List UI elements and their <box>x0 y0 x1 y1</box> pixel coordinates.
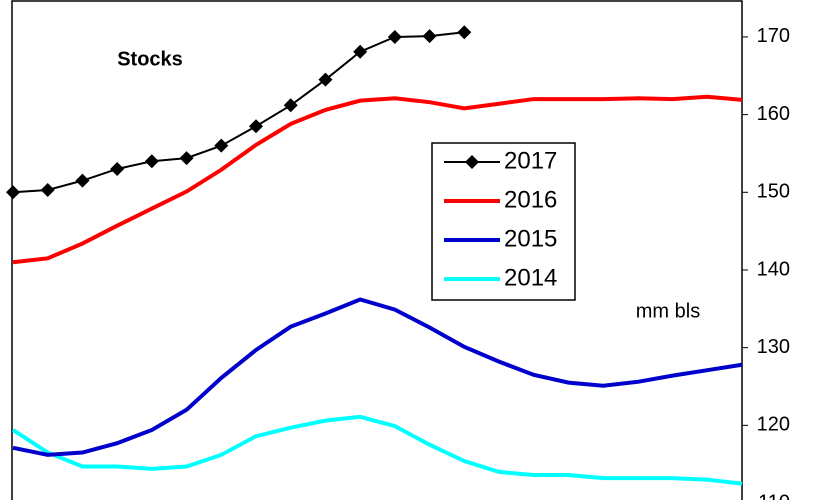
series-marker <box>353 44 368 59</box>
series-marker <box>110 161 125 176</box>
y-tick-label: 130 <box>757 336 790 358</box>
series-marker <box>457 25 472 40</box>
series-marker <box>6 185 20 200</box>
legend-marker <box>465 155 479 169</box>
series-marker <box>422 29 437 44</box>
legend-label: 2015 <box>504 225 557 252</box>
y-tick-label: 170 <box>757 25 790 47</box>
series-line <box>12 297 743 457</box>
plot-frame <box>11 0 743 500</box>
legend-label: 2017 <box>504 147 557 174</box>
series-marker <box>387 29 402 44</box>
y-tick-label: 140 <box>757 258 790 280</box>
legend-label: 2014 <box>504 264 557 291</box>
series-marker <box>214 138 229 153</box>
series-marker <box>144 154 159 169</box>
y-axis-label: mm bls <box>636 300 700 322</box>
series-marker <box>75 173 90 188</box>
series-line <box>12 31 465 194</box>
series-line <box>11 414 743 486</box>
y-tick-label: 150 <box>757 181 790 203</box>
legend-box <box>431 142 576 301</box>
series-line <box>12 94 743 265</box>
series-marker <box>283 98 298 113</box>
series-marker <box>40 182 55 197</box>
chart-title: Stocks <box>117 48 183 70</box>
series-marker <box>318 72 333 87</box>
series-marker <box>249 119 263 134</box>
y-tick-label: 120 <box>757 414 790 436</box>
y-tick-label: 160 <box>757 103 790 125</box>
y-tick-label: 110 <box>758 491 790 500</box>
legend-label: 2016 <box>504 186 557 213</box>
series-marker <box>179 151 194 166</box>
